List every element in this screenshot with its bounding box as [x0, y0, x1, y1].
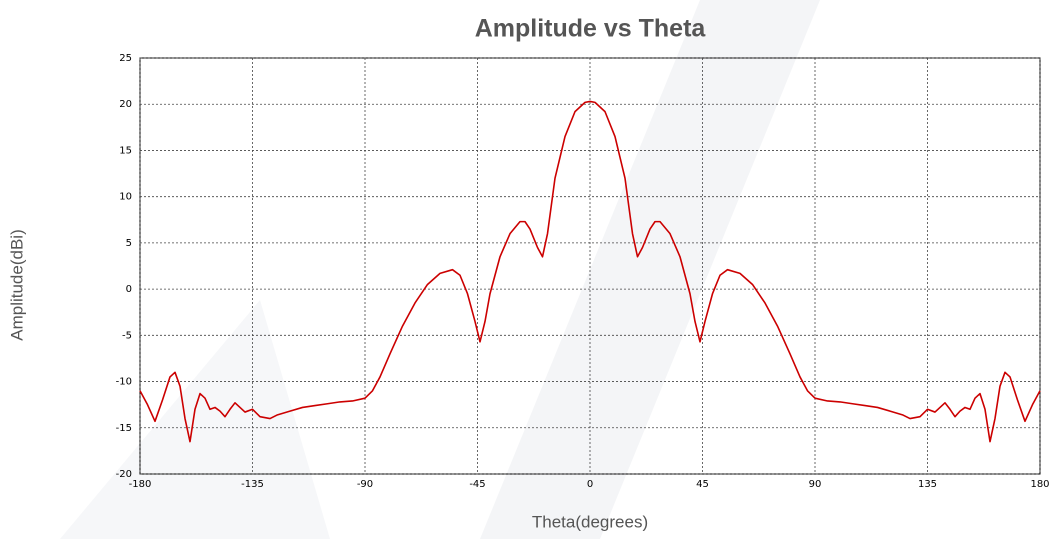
y-tick-label: 25 — [119, 53, 132, 64]
x-tick-label: -180 — [129, 479, 152, 490]
y-tick-label: -20 — [116, 469, 132, 480]
x-tick-label: 135 — [918, 479, 937, 490]
y-tick-label: -10 — [116, 377, 132, 388]
chart-title: Amplitude vs Theta — [475, 15, 707, 43]
x-tick-label: 0 — [587, 479, 593, 490]
y-tick-label: 15 — [119, 145, 132, 156]
x-tick-label: 45 — [696, 479, 709, 490]
y-tick-label: -5 — [122, 330, 132, 341]
background-shape — [480, 0, 820, 539]
y-tick-label: -15 — [116, 423, 132, 434]
x-tick-label: 180 — [1030, 479, 1049, 490]
y-tick-label: 5 — [126, 238, 132, 249]
y-tick-label: 10 — [119, 192, 132, 203]
x-tick-label: -135 — [241, 479, 264, 490]
x-tick-label: -90 — [357, 479, 373, 490]
y-axis-label: Amplitude(dBi) — [7, 229, 26, 341]
y-tick-label: 20 — [119, 99, 132, 110]
data-line — [139, 100, 1041, 443]
x-tick-label: -45 — [469, 479, 485, 490]
x-tick-label: 90 — [809, 479, 822, 490]
y-tick-label: 0 — [126, 284, 132, 295]
background-shape — [60, 300, 330, 539]
x-axis-label: Theta(degrees) — [532, 512, 648, 531]
